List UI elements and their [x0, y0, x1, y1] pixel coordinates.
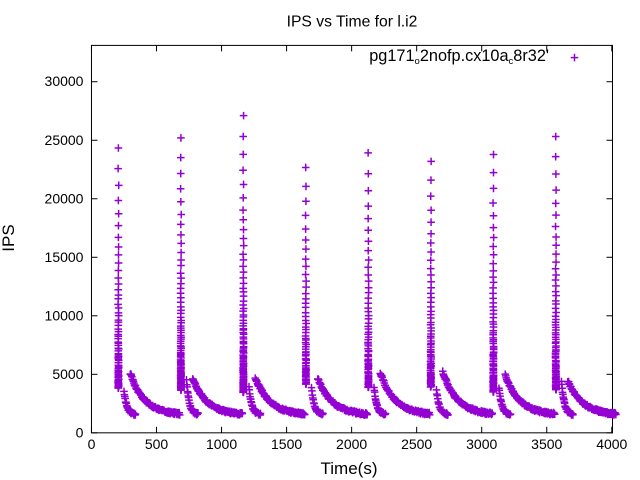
- svg-text:0: 0: [76, 424, 84, 440]
- svg-text:2500: 2500: [401, 436, 432, 452]
- svg-text:20000: 20000: [45, 190, 84, 206]
- svg-text:25000: 25000: [45, 132, 84, 148]
- svg-text:2000: 2000: [336, 436, 367, 452]
- svg-text:3500: 3500: [531, 436, 562, 452]
- svg-text:Time(s): Time(s): [321, 459, 378, 478]
- svg-text:1000: 1000: [206, 436, 237, 452]
- svg-text:15000: 15000: [45, 249, 84, 265]
- svg-text:IPS: IPS: [0, 224, 18, 251]
- svg-text:4000: 4000: [596, 436, 627, 452]
- svg-text:10000: 10000: [45, 307, 84, 323]
- svg-text:3000: 3000: [466, 436, 497, 452]
- svg-text:IPS vs Time for l.i2: IPS vs Time for l.i2: [287, 14, 418, 31]
- svg-text:pg171o2nofp.cx10ac8r32': pg171o2nofp.cx10ac8r32': [369, 47, 549, 67]
- svg-text:5000: 5000: [52, 366, 83, 382]
- svg-text:1500: 1500: [271, 436, 302, 452]
- svg-text:500: 500: [145, 436, 169, 452]
- svg-text:0: 0: [88, 436, 96, 452]
- svg-text:30000: 30000: [45, 73, 84, 89]
